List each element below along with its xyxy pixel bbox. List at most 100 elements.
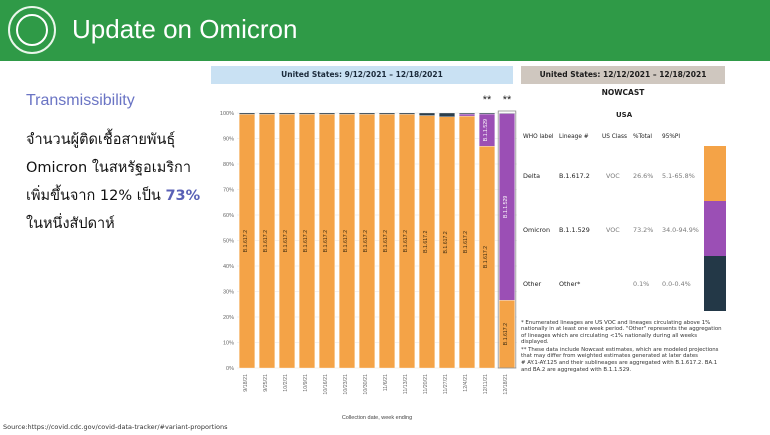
y-tick-label: 20% <box>223 315 234 321</box>
source-citation: Source:https://covid.cdc.gov/covid-data-… <box>3 423 228 431</box>
col-pi: 95%PI <box>662 134 681 140</box>
summary-line-4: ในหนึ่งสัปดาห์ <box>26 216 115 232</box>
bar-segment <box>339 112 355 115</box>
y-tick-label: 10% <box>223 341 234 347</box>
bar-label: B.1.617.2 <box>343 230 349 252</box>
x-tick-label: 10/16/21 <box>323 374 329 395</box>
y-tick-label: 90% <box>223 137 234 143</box>
omicron-total: 73.2% <box>633 226 654 234</box>
x-tick-label: 11/27/21 <box>443 374 449 394</box>
table-title: USA <box>616 111 633 119</box>
x-tick-label: 11/13/21 <box>403 374 409 394</box>
x-tick-label: 12/11/21 <box>483 374 489 394</box>
omicron-color-swatch <box>704 201 726 256</box>
y-tick-label: 0% <box>226 366 234 372</box>
nowcast-panel-header: United States: 12/12/2021 – 12/18/2021 N… <box>521 66 725 97</box>
bar-label: B.1.617.2 <box>503 323 509 345</box>
title-bar: Update on Omicron <box>0 0 770 61</box>
bar-label: B.1.617.2 <box>403 230 409 252</box>
x-tick-label: 12/18/21 <box>503 374 509 395</box>
nowcast-annotation: ** <box>503 95 512 106</box>
col-us-class: US Class <box>602 134 628 140</box>
historic-panel-header: United States: 9/12/2021 – 12/18/2021 <box>211 66 513 84</box>
delta-class: VOC <box>606 172 620 180</box>
footnote-1: * Enumerated lineages are US VOC and lin… <box>521 320 722 346</box>
nowcast-bar-outline <box>497 110 517 369</box>
bar-label: B.1.617.2 <box>443 231 449 253</box>
bar-segment <box>459 113 475 117</box>
delta-lineage: B.1.617.2 <box>559 172 590 180</box>
bar-segment <box>399 112 415 115</box>
x-tick-label: 9/18/21 <box>243 374 249 392</box>
y-tick-label: 50% <box>223 239 234 245</box>
footnote-2: ** These data include Nowcast estimates,… <box>521 346 719 360</box>
bar-label: B.1.617.2 <box>383 230 389 252</box>
omicron-pi: 34.0-94.9% <box>662 226 699 234</box>
col-who-label: WHO label <box>523 134 554 140</box>
y-tick-label: 100% <box>220 111 234 117</box>
bar-segment <box>359 112 375 115</box>
footnote-3: # AY.1-AY.125 and their sublineages are … <box>521 360 718 373</box>
summary-line-1: จำนวนผู้ติดเชื้อสายพันธุ์ <box>26 132 176 148</box>
omicron-who: Omicron <box>523 226 550 234</box>
x-tick-label: 9/25/21 <box>263 374 269 392</box>
bar-segment <box>419 112 435 116</box>
omicron-lineage: B.1.1.529 <box>559 226 590 234</box>
y-tick-label: 30% <box>223 290 234 296</box>
delta-pi: 5.1-65.8% <box>662 172 695 180</box>
bar-label: B.1.617.2 <box>303 230 309 252</box>
omicron-percent: 73% <box>165 188 201 204</box>
x-axis-title: Collection date, week ending <box>342 415 412 421</box>
bar-segment <box>279 112 295 115</box>
delta-who: Delta <box>523 172 541 180</box>
bar-label: B.1.617.2 <box>263 230 269 252</box>
bar-label: B.1.617.2 <box>463 231 469 253</box>
y-tick-label: 80% <box>223 162 234 168</box>
x-tick-label: 12/4/21 <box>463 374 469 392</box>
bar-label: B.1.617.2 <box>323 230 329 252</box>
nowcast-annotation: ** <box>483 95 492 106</box>
bar-label: B.1.617.2 <box>483 246 489 268</box>
bar-label: B.1.617.2 <box>423 231 429 253</box>
x-tick-label: 11/20/21 <box>423 374 429 394</box>
bar-segment <box>299 112 315 115</box>
bar-segment <box>479 112 495 115</box>
x-tick-label: 10/2/21 <box>283 374 289 392</box>
nowcast-table: USA WHO label Lineage # US Class %Total … <box>521 106 726 334</box>
bar-segment <box>499 112 515 114</box>
bar-label: B.1.617.2 <box>283 230 289 252</box>
other-lineage: Other* <box>559 280 581 288</box>
y-tick-label: 70% <box>223 188 234 194</box>
bar-segment <box>239 112 255 115</box>
summary-line-2: Omicron ในสหรัฐอเมริกา <box>26 160 191 176</box>
x-tick-label: 10/23/21 <box>343 374 349 395</box>
bar-label: B.1.617.2 <box>243 230 249 252</box>
other-color-swatch <box>704 256 726 311</box>
bar-segment <box>379 112 395 115</box>
section-subtitle: Transmissibility <box>26 92 135 109</box>
footnotes: * Enumerated lineages are US VOC and lin… <box>521 320 726 374</box>
chart-svg: 0% 10% 20% 30% 40% 50% 60% 70% 80% 90% 100% B.1.617… <box>220 94 517 421</box>
y-tick-label: 40% <box>223 264 234 270</box>
other-total: 0.1% <box>633 280 650 288</box>
omicron-class: VOC <box>606 226 620 234</box>
col-lineage: Lineage # <box>559 134 589 140</box>
bar-label: B.1.617.2 <box>363 230 369 252</box>
other-who: Other <box>523 280 542 288</box>
omicron-bar-label: B.1.1.529 <box>483 119 489 141</box>
ministry-seal-icon <box>8 6 56 54</box>
other-pi: 0.0-0.4% <box>662 280 691 288</box>
delta-total: 26.6% <box>633 172 654 180</box>
bar-segment <box>459 112 475 115</box>
variant-proportion-chart: 0% 10% 20% 30% 40% 50% 60% 70% 80% 90% 100% B.1.617… <box>211 94 520 425</box>
x-tick-label: 10/30/21 <box>363 374 369 395</box>
page-title: Update on Omicron <box>72 14 298 44</box>
bar-segment <box>319 112 335 115</box>
omicron-bar-label: B.1.1.529 <box>503 196 509 218</box>
bar-segment <box>439 112 455 117</box>
col-total: %Total <box>633 134 653 140</box>
x-tick-label: 11/6/21 <box>383 374 389 391</box>
summary-paragraph: จำนวนผู้ติดเชื้อสายพันธุ์ Omicron ในสหรั… <box>26 126 211 238</box>
summary-line-3: เพิ่มขึ้นจาก 12% เป็น 73% <box>26 182 211 210</box>
x-tick-label: 10/9/21 <box>303 374 309 392</box>
